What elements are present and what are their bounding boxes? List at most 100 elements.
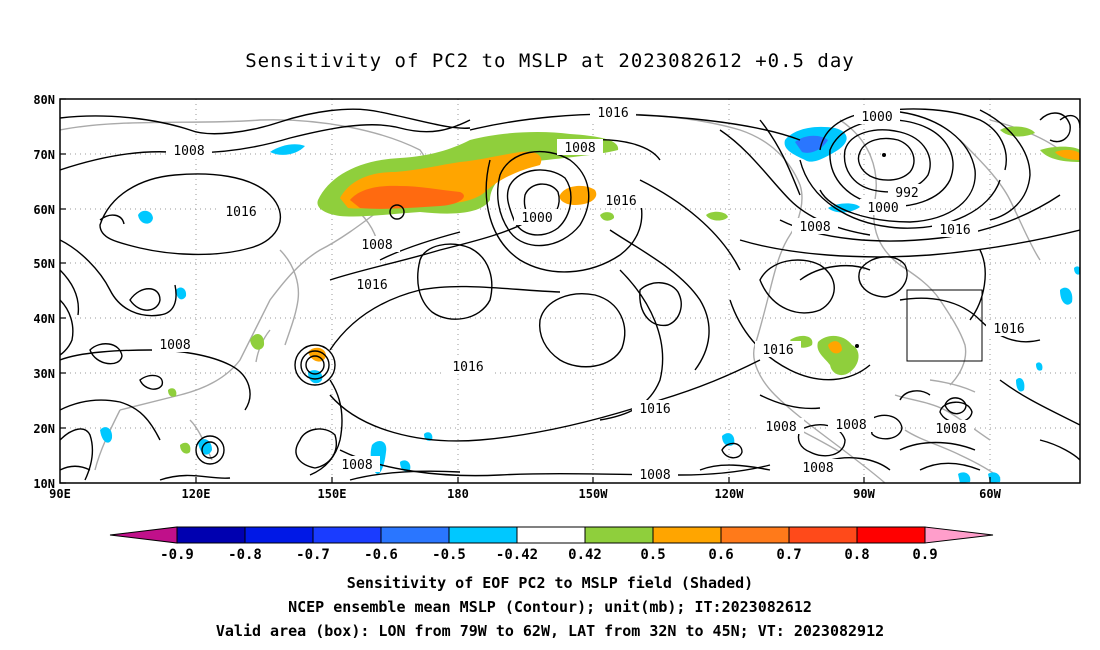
colorbar-segment <box>516 526 586 544</box>
contour-label: 1008 <box>152 336 198 353</box>
contour-label: 1016 <box>632 400 678 417</box>
svg-text:1008: 1008 <box>341 458 372 473</box>
map-plot-area <box>60 99 1080 483</box>
svg-text:1016: 1016 <box>452 360 483 375</box>
lat-label: 40N <box>33 312 55 326</box>
contour-label: 1008 <box>792 218 838 235</box>
station-dot <box>855 344 859 348</box>
svg-text:1016: 1016 <box>993 322 1024 337</box>
colorbar-under-triangle <box>109 526 178 544</box>
svg-text:1008: 1008 <box>935 422 966 437</box>
contour-label: 992 <box>888 184 926 201</box>
svg-text:1008: 1008 <box>159 338 190 353</box>
svg-text:1008: 1008 <box>564 141 595 156</box>
latitude-labels: 80N 70N 60N 50N 40N 30N 20N 10N <box>33 93 55 491</box>
contour-label: 1000 <box>860 199 906 216</box>
lon-label: 60W <box>979 487 1001 501</box>
lat-label: 50N <box>33 257 55 271</box>
colorbar-segment <box>584 526 654 544</box>
lon-label: 90E <box>49 487 71 501</box>
lat-label: 60N <box>33 203 55 217</box>
svg-text:1016: 1016 <box>762 343 793 358</box>
colorbar-segment <box>448 526 518 544</box>
lon-label: 150W <box>579 487 609 501</box>
low-center-mark <box>389 204 405 220</box>
colorbar-segment <box>652 526 722 544</box>
longitude-labels: 90E 120E 150E 180 150W 120W 90W 60W <box>49 487 1001 501</box>
colorbar-over-triangle <box>924 526 994 544</box>
svg-text:1000: 1000 <box>861 110 892 125</box>
svg-text:1000: 1000 <box>521 211 552 226</box>
colorbar-tick-label: -0.6 <box>364 547 398 563</box>
contour-label: 1008 <box>795 459 841 476</box>
svg-text:1008: 1008 <box>799 220 830 235</box>
axis-ticks <box>60 98 991 484</box>
svg-text:1008: 1008 <box>835 418 866 433</box>
svg-text:1008: 1008 <box>361 238 392 253</box>
lat-label: 70N <box>33 148 55 162</box>
colorbar-segment <box>788 526 858 544</box>
footer-line-2: NCEP ensemble mean MSLP (Contour); unit(… <box>288 598 812 616</box>
svg-text:1008: 1008 <box>765 420 796 435</box>
colorbar-tick-label: 0.5 <box>640 547 665 563</box>
colorbar-tick-label: 0.42 <box>568 547 602 563</box>
contour-label: 1016 <box>598 192 644 209</box>
svg-text:1008: 1008 <box>802 461 833 476</box>
colorbar-segment <box>176 526 246 544</box>
svg-text:1008: 1008 <box>173 144 204 159</box>
contour-label: 1008 <box>632 466 678 483</box>
colorbar-tick-label: -0.5 <box>432 547 466 563</box>
colorbar-tick-label: 0.9 <box>912 547 937 563</box>
colorbar-segment <box>312 526 382 544</box>
valid-area-box <box>906 289 983 362</box>
colorbar-segment <box>856 526 926 544</box>
station-dot <box>882 153 886 157</box>
footer-line-3: Valid area (box): LON from 79W to 62W, L… <box>215 622 885 640</box>
colorbar-segment <box>244 526 314 544</box>
svg-text:992: 992 <box>895 186 918 201</box>
lon-label: 150E <box>318 487 347 501</box>
colorbar: -0.9 -0.8 -0.7 -0.6 -0.5 -0.42 0.42 0.5 0.6 0.7 0.… <box>109 526 994 563</box>
contour-label: 1016 <box>218 203 264 220</box>
contour-label: 1008 <box>166 142 212 159</box>
svg-text:1016: 1016 <box>225 205 256 220</box>
svg-text:1000: 1000 <box>867 201 898 216</box>
lon-label: 120E <box>182 487 211 501</box>
lat-label: 10N <box>33 477 55 491</box>
lon-label: 120W <box>715 487 745 501</box>
colorbar-segment <box>380 526 450 544</box>
contour-label: 1008 <box>354 236 400 253</box>
map-frame <box>59 98 1081 484</box>
contour-label: 1008 <box>557 139 603 156</box>
contour-label: 1008 <box>928 420 974 437</box>
colorbar-tick-label: -0.8 <box>228 547 262 563</box>
lon-label: 180 <box>447 487 469 501</box>
footer-line-1: Sensitivity of EOF PC2 to MSLP field (Sh… <box>346 574 754 592</box>
contour-label: 1016 <box>932 221 978 238</box>
contour-label: 1016 <box>590 104 636 121</box>
contour-label: 1016 <box>349 276 395 293</box>
colorbar-tick-label: -0.9 <box>160 547 194 563</box>
svg-text:1016: 1016 <box>356 278 387 293</box>
svg-text:1016: 1016 <box>639 402 670 417</box>
sensitivity-shading <box>100 126 1080 483</box>
svg-text:1016: 1016 <box>939 223 970 238</box>
contour-label: 1000 <box>854 108 900 125</box>
svg-text:1016: 1016 <box>605 194 636 209</box>
contour-label: 1008 <box>334 456 380 473</box>
colorbar-tick-label: 0.8 <box>844 547 869 563</box>
colorbar-tick-label: -0.7 <box>296 547 330 563</box>
lat-label: 80N <box>33 93 55 107</box>
lat-label: 30N <box>33 367 55 381</box>
contour-label: 1016 <box>986 320 1032 337</box>
contour-labels: 1016 1008 1000 992 1000 1008 1016 1008 1… <box>152 104 1032 483</box>
lat-label: 20N <box>33 422 55 436</box>
contour-label: 1016 <box>755 341 801 358</box>
svg-text:1016: 1016 <box>597 106 628 121</box>
contour-label: 1000 <box>514 209 560 226</box>
contour-label: 1008 <box>828 416 874 433</box>
map-title: Sensitivity of PC2 to MSLP at 2023082612… <box>245 50 855 72</box>
mslp-contours <box>60 108 1080 481</box>
lon-label: 90W <box>853 487 875 501</box>
